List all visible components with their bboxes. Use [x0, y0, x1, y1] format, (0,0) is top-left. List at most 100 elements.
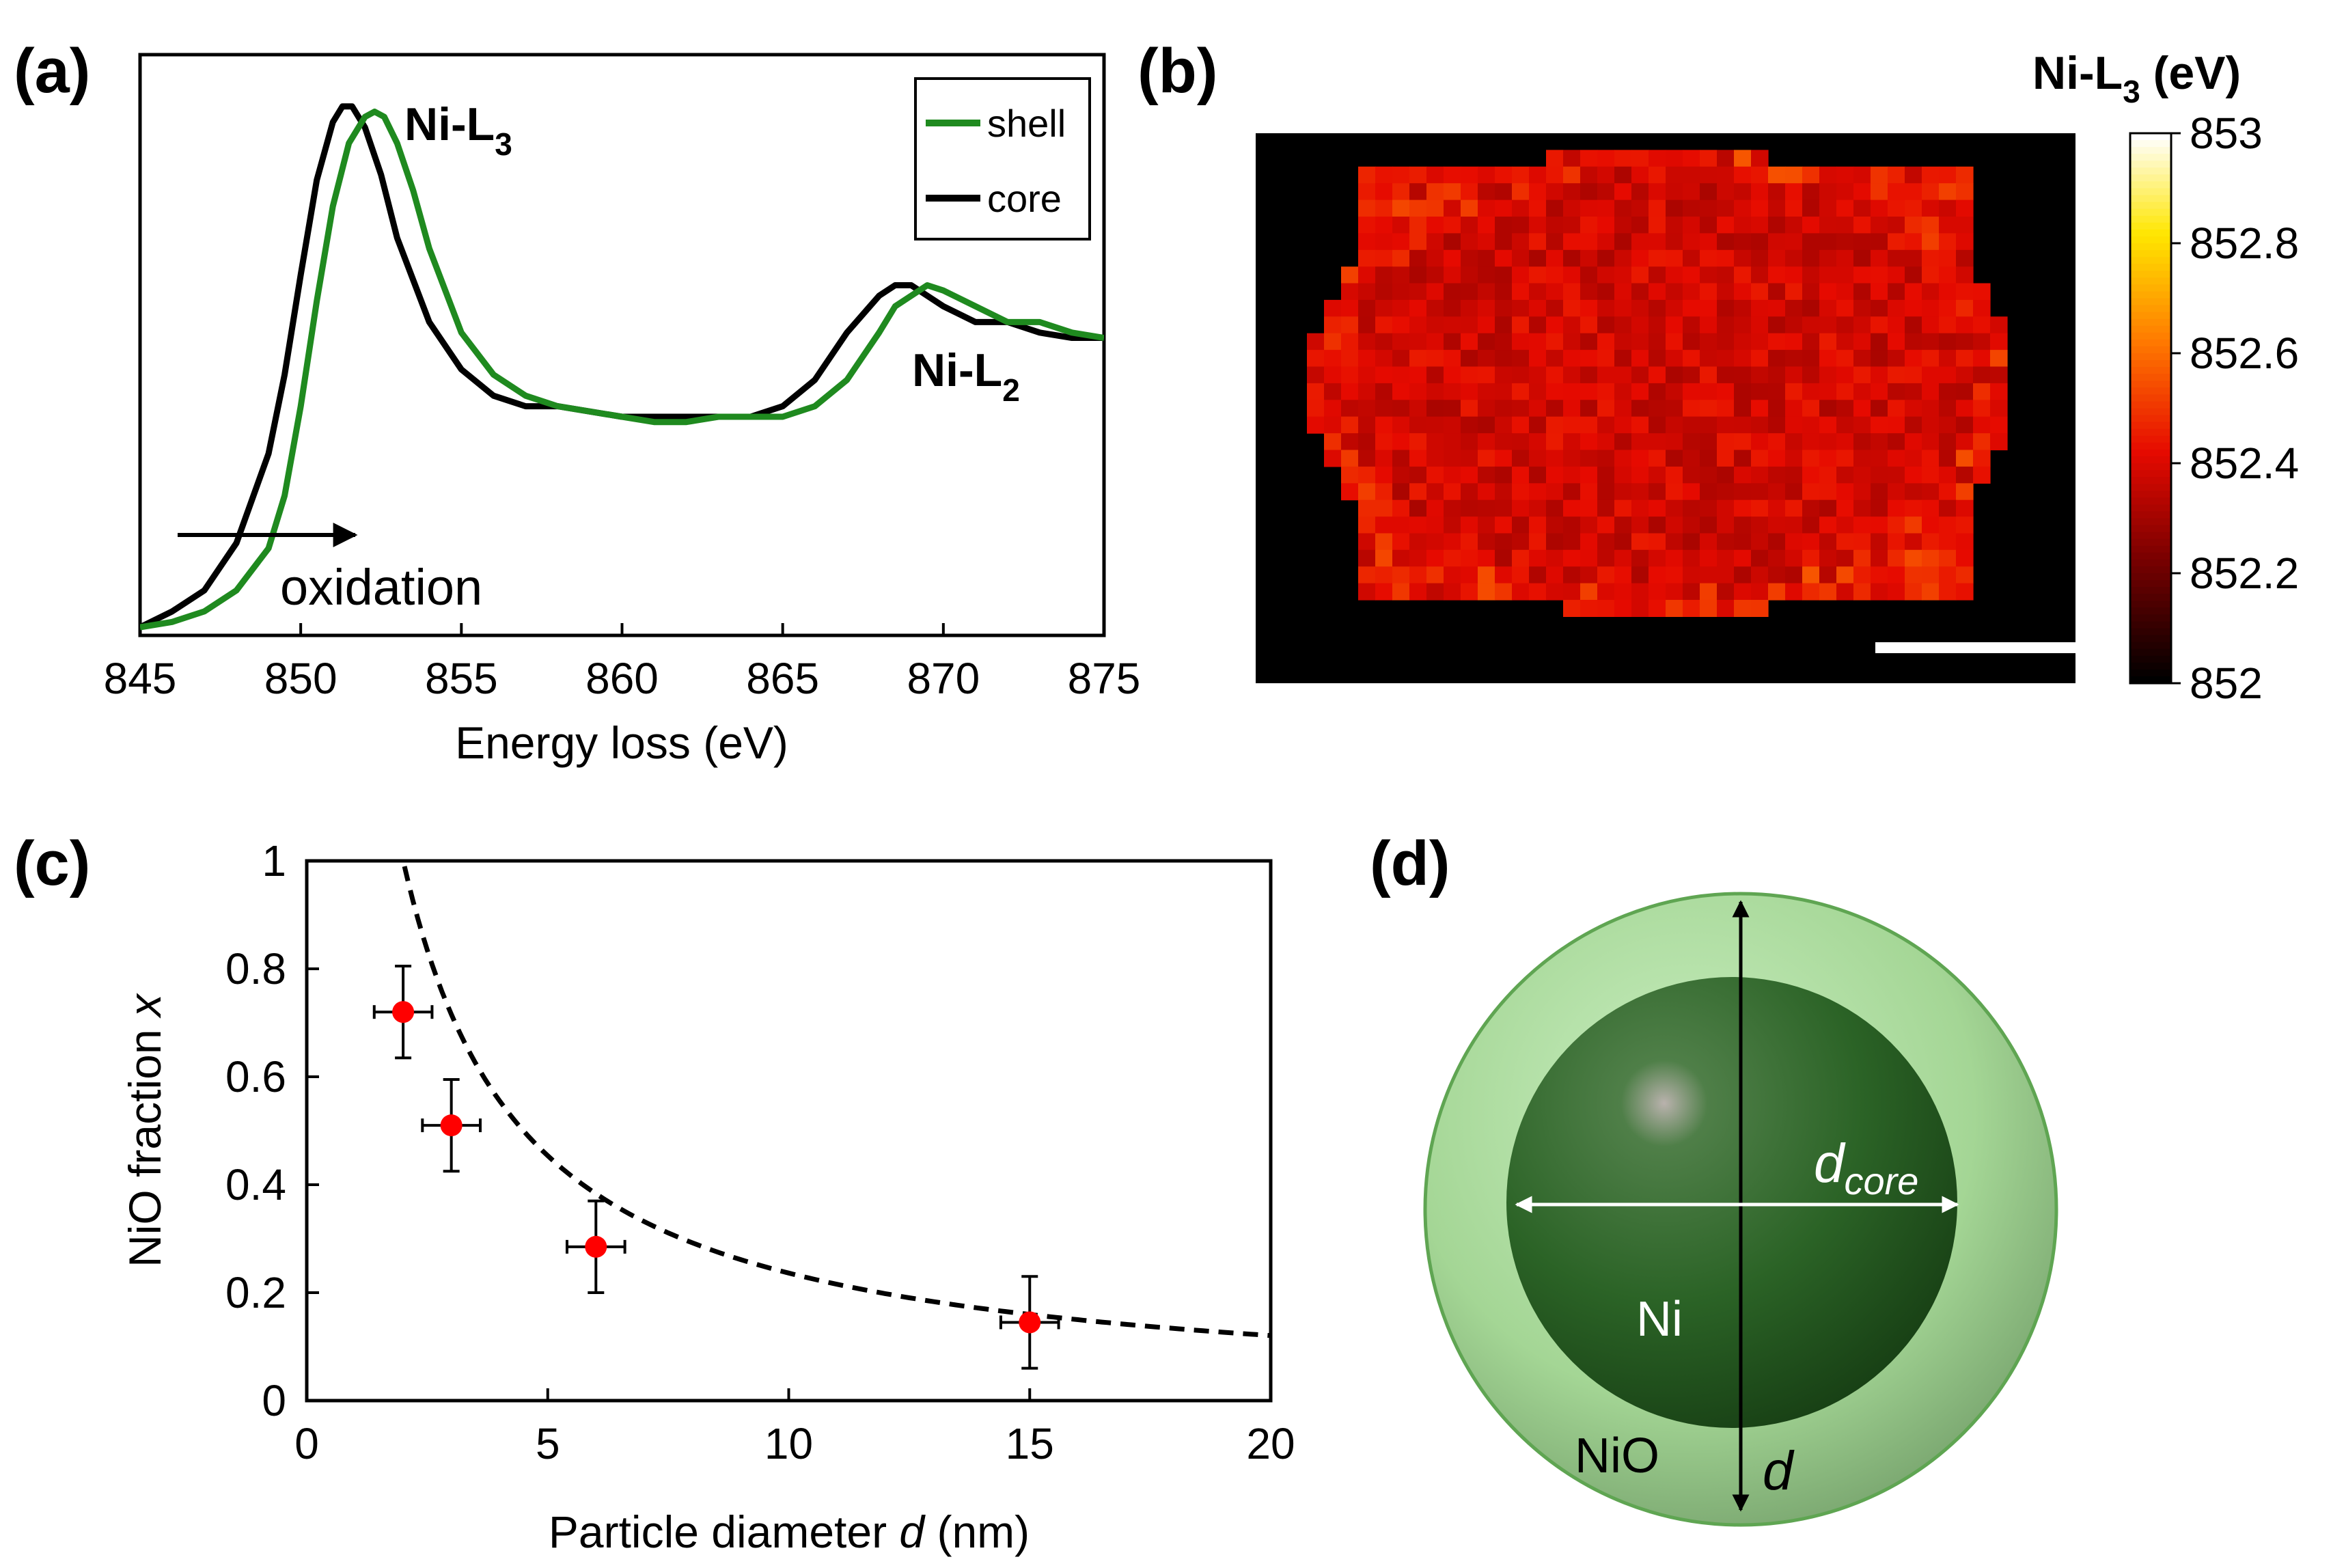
- heatmap-cell: [1888, 183, 1905, 201]
- heatmap-cell: [1922, 383, 1940, 400]
- heatmap-cell: [1956, 499, 1974, 517]
- y-tick-label: 0.8: [225, 944, 286, 993]
- heatmap-cell: [1546, 166, 1564, 184]
- heatmap-cell: [1888, 249, 1905, 267]
- heatmap-cell: [1853, 366, 1871, 384]
- heatmap-cell: [1819, 499, 1837, 517]
- heatmap-cell: [1956, 283, 1974, 301]
- heatmap-cell: [1529, 533, 1547, 551]
- heatmap-cell: [1529, 316, 1547, 334]
- heatmap-cell: [1819, 483, 1837, 501]
- heatmap-cell: [1649, 217, 1666, 234]
- heatmap-cell: [1563, 600, 1581, 617]
- colorbar-step: [2130, 497, 2171, 506]
- heatmap-cell: [1939, 450, 1957, 467]
- heatmap-cell: [1922, 433, 1940, 451]
- colorbar-step: [2130, 484, 2171, 492]
- heatmap-cell: [1426, 366, 1444, 384]
- heatmap-cell: [1717, 383, 1735, 400]
- heatmap-cell: [1888, 400, 1905, 417]
- heatmap-cell: [1973, 433, 1991, 451]
- heatmap-cell: [1341, 299, 1359, 317]
- heatmap-cell: [1495, 450, 1513, 467]
- heatmap-cell: [1888, 499, 1905, 517]
- heatmap-cell: [1871, 217, 1888, 234]
- heatmap-cell: [1973, 366, 1991, 384]
- heatmap-cell: [1785, 566, 1803, 584]
- heatmap-cell: [1409, 499, 1427, 517]
- heatmap-cell: [1375, 350, 1393, 368]
- heatmap-cell: [1478, 249, 1495, 267]
- heatmap-cell: [1324, 350, 1342, 368]
- heatmap-cell: [1700, 283, 1718, 301]
- heatmap-cell: [1802, 583, 1820, 601]
- heatmap-cell: [1751, 499, 1769, 517]
- heatmap-cell: [1649, 566, 1666, 584]
- heatmap-cell: [1871, 350, 1888, 368]
- heatmap-cell: [1597, 450, 1615, 467]
- heatmap-cell: [1905, 366, 1922, 384]
- heatmap-cell: [1751, 150, 1769, 167]
- heatmap-cell: [1751, 266, 1769, 284]
- heatmap-cell: [1734, 433, 1752, 451]
- heatmap-cell: [1375, 517, 1393, 534]
- heatmap-cell: [1666, 433, 1683, 451]
- heatmap-cell: [1683, 233, 1700, 251]
- heatmap-cell: [1819, 249, 1837, 267]
- heatmap-cell: [1888, 549, 1905, 567]
- y-tick-label: 0.4: [225, 1160, 286, 1209]
- heatmap-cell: [1478, 400, 1495, 417]
- heatmap-cell: [1580, 466, 1598, 484]
- heatmap-cell: [1631, 400, 1649, 417]
- heatmap-cell: [1836, 450, 1854, 467]
- colorbar-step: [2130, 676, 2171, 684]
- heatmap-cell: [1426, 316, 1444, 334]
- colorbar-step: [2130, 346, 2171, 354]
- heatmap-cell: [1785, 266, 1803, 284]
- heatmap-cell: [1546, 383, 1564, 400]
- heatmap-cell: [1649, 433, 1666, 451]
- heatmap-cell: [1905, 549, 1922, 567]
- heatmap-cell: [1614, 316, 1632, 334]
- heatmap-cell: [1512, 416, 1530, 434]
- heatmap-cell: [1990, 316, 2008, 334]
- heatmap-cell: [1614, 450, 1632, 467]
- heatmap-cell: [1683, 400, 1700, 417]
- heatmap-cell: [1836, 366, 1854, 384]
- heatmap-cell: [1580, 150, 1598, 167]
- heatmap-cell: [1785, 350, 1803, 368]
- heatmap-cell: [1700, 316, 1718, 334]
- colorbar-step: [2130, 291, 2171, 299]
- heatmap-cell: [1580, 333, 1598, 350]
- heatmap-cell: [1546, 150, 1564, 167]
- heatmap-cell: [1495, 283, 1513, 301]
- heatmap-cell: [1409, 333, 1427, 350]
- heatmap-cell: [1819, 217, 1837, 234]
- colorbar-step: [2130, 215, 2171, 223]
- heatmap-cell: [1478, 383, 1495, 400]
- heatmap-cell: [1905, 266, 1922, 284]
- heatmap-cell: [1922, 549, 1940, 567]
- heatmap-cell: [1700, 450, 1718, 467]
- x-tick-label: 0: [294, 1419, 319, 1468]
- heatmap-cell: [1478, 466, 1495, 484]
- heatmap-cell: [1478, 433, 1495, 451]
- heatmap-cell: [1375, 316, 1393, 334]
- legend-label-shell: shell: [987, 102, 1066, 145]
- heatmap-cell: [1683, 350, 1700, 368]
- heatmap-cell: [1734, 350, 1752, 368]
- heatmap-cell: [1700, 299, 1718, 317]
- heatmap-cell: [1700, 583, 1718, 601]
- heatmap-cell: [1734, 549, 1752, 567]
- heatmap-cell: [1683, 583, 1700, 601]
- colorbar-step: [2130, 642, 2171, 650]
- heatmap-cell: [1734, 266, 1752, 284]
- heatmap-cell: [1375, 249, 1393, 267]
- heatmap-cell: [1734, 383, 1752, 400]
- heatmap-cell: [1819, 183, 1837, 201]
- heatmap-cell: [1717, 533, 1735, 551]
- heatmap-cell: [1853, 466, 1871, 484]
- heatmap-cell: [1392, 566, 1410, 584]
- heatmap-cell: [1734, 217, 1752, 234]
- heatmap-cell: [1375, 283, 1393, 301]
